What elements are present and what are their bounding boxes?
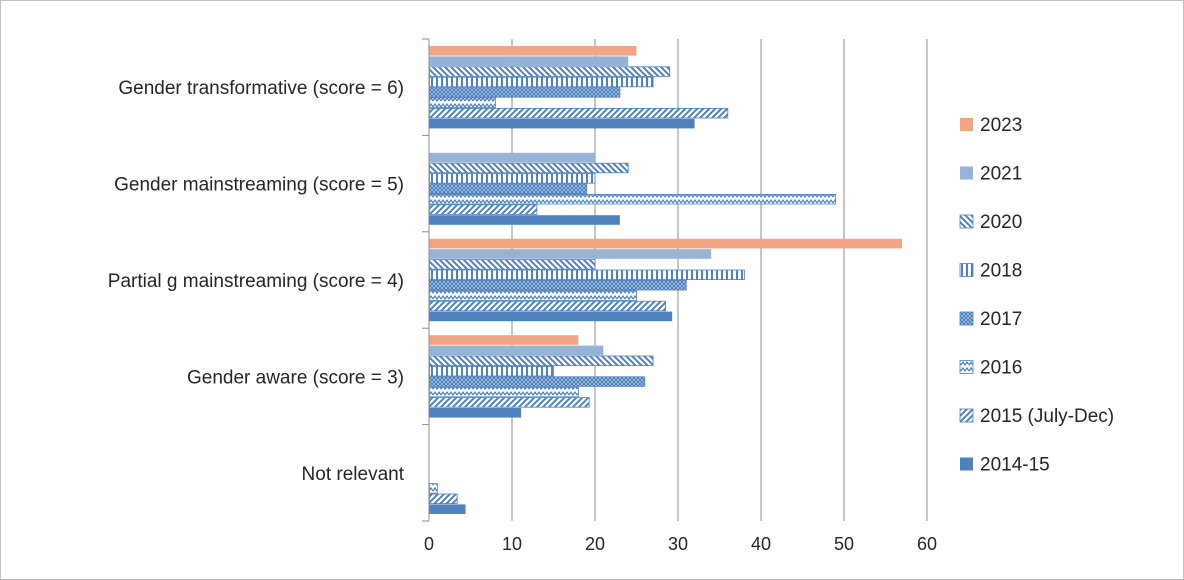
bar (429, 386, 579, 398)
x-tick-label: 10 (502, 534, 522, 554)
bar (429, 204, 538, 215)
bar (429, 238, 903, 249)
bar (429, 193, 837, 205)
bars-layer (429, 46, 903, 514)
x-tick-label: 30 (668, 534, 688, 554)
legend-label: 2016 (980, 358, 1022, 379)
legend-swatch (959, 408, 974, 423)
bar (429, 249, 712, 259)
category-label: Gender aware (score = 3) (187, 367, 404, 388)
bar (429, 365, 554, 377)
bar (429, 290, 637, 301)
axis-layer: 0 10 20 30 40 50 60 Gender transformative (scor… (108, 38, 937, 554)
bar (429, 408, 522, 418)
legend-swatch (959, 263, 974, 277)
bar (429, 66, 671, 77)
legend-swatch (959, 214, 974, 229)
legend-label: 2021 (980, 164, 1022, 185)
bar (429, 56, 629, 66)
legend-swatch (960, 166, 973, 180)
bar (429, 311, 673, 322)
category-label: Gender transformative (score = 6) (118, 78, 404, 99)
bar (429, 215, 620, 225)
category-label: Not relevant (302, 464, 405, 485)
bar (429, 483, 438, 494)
legend-label: 2015 (July-Dec) (980, 406, 1114, 427)
legend-label: 2014-15 (980, 455, 1050, 476)
legend-layer: 2023 2021 2020 2018 2017 2016 2015 (July-Dec) 2… (959, 115, 1114, 476)
bar (429, 376, 646, 387)
bar (429, 87, 621, 98)
legend-label: 2017 (980, 309, 1022, 330)
bar (429, 300, 666, 312)
bar (429, 269, 745, 281)
category-label: Gender mainstreaming (score = 5) (114, 175, 404, 196)
bar (429, 173, 596, 184)
legend-swatch (959, 311, 974, 326)
bar (429, 97, 496, 109)
bar (429, 108, 729, 119)
bar (429, 345, 604, 356)
bar (429, 118, 695, 129)
legend-swatch (960, 457, 973, 471)
x-tick-label: 20 (585, 534, 605, 554)
bar (429, 335, 579, 345)
legend-swatch (960, 118, 973, 131)
bar (429, 397, 590, 408)
bar (429, 152, 595, 163)
bar (429, 355, 654, 367)
x-tick-label: 50 (834, 534, 854, 554)
legend-label: 2023 (980, 115, 1022, 136)
bar (429, 279, 687, 291)
x-tick-label: 0 (424, 534, 434, 554)
legend-swatch (959, 360, 974, 374)
bar (429, 76, 654, 88)
legend-label: 2020 (980, 212, 1022, 233)
bar (429, 259, 596, 270)
category-label: Partial g mainstreaming (score = 4) (108, 271, 404, 292)
x-tick-label: 60 (917, 534, 937, 554)
bar (429, 504, 466, 514)
bar (429, 162, 629, 174)
bar (429, 183, 588, 195)
bar (429, 493, 458, 505)
bar (429, 46, 637, 56)
x-tick-label: 40 (751, 534, 771, 554)
legend-label: 2018 (980, 261, 1022, 282)
